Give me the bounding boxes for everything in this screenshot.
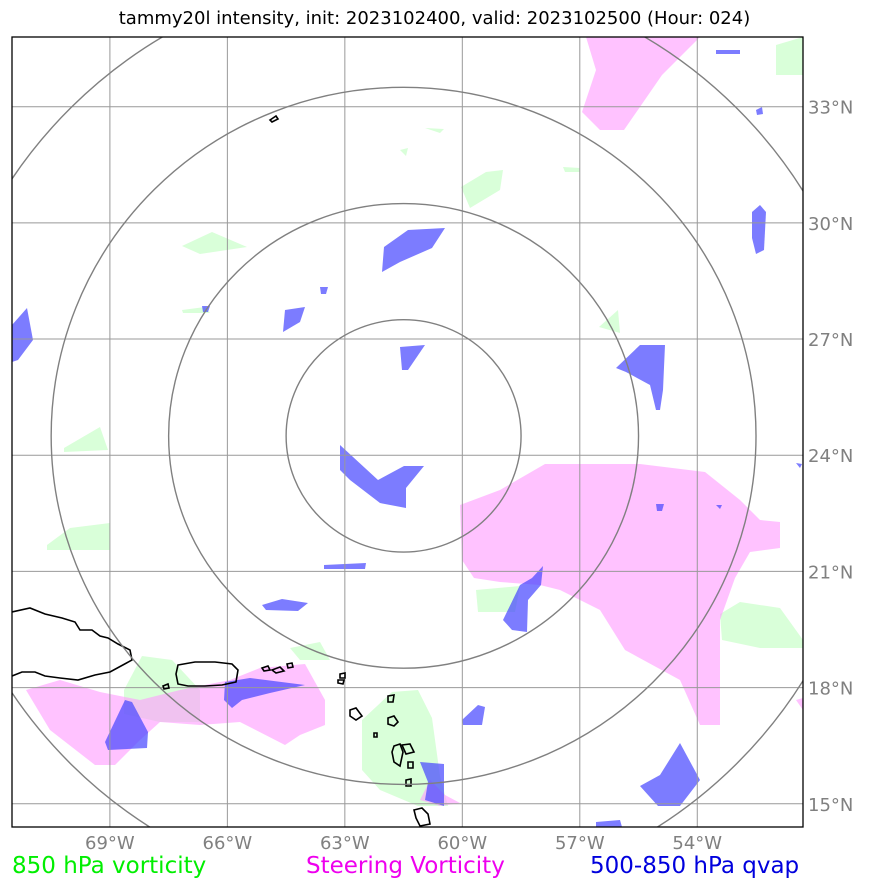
coastline-puerto-rico — [175, 661, 239, 687]
qvap-layer — [12, 50, 802, 827]
vort850-area — [599, 310, 620, 333]
qvap-area — [596, 820, 622, 827]
vort850-area — [476, 586, 520, 612]
coastline-island — [270, 666, 286, 674]
lat-tick-label: 33°N — [808, 98, 853, 119]
lon-tick-label: 60°W — [437, 833, 487, 854]
vort850-area — [182, 232, 247, 254]
vort850-area — [563, 167, 580, 172]
lat-tick-label: 27°N — [808, 330, 853, 351]
qvap-area — [262, 599, 308, 611]
vort850-area — [290, 642, 330, 660]
qvap-area — [420, 762, 444, 806]
qvap-area — [283, 307, 305, 332]
lat-tick-label: 30°N — [808, 214, 853, 235]
qvap-area — [224, 678, 305, 708]
coastline-island — [349, 707, 364, 721]
grid-lines — [12, 37, 803, 827]
legend-steering: Steering Vorticity — [306, 853, 505, 879]
coastline-dominica — [391, 742, 404, 768]
lon-tick-label: 54°W — [672, 833, 722, 854]
coastline-guadeloupe — [387, 715, 400, 727]
vort850-area — [47, 523, 110, 550]
coastline-barbados — [413, 807, 431, 827]
lon-tick-label: 63°W — [320, 833, 370, 854]
steering-area — [796, 698, 803, 710]
legend-vort850: 850 hPa vorticity — [12, 853, 207, 879]
qvap-area — [503, 566, 543, 632]
lat-tick-label: 24°N — [808, 446, 853, 467]
map-frame — [11, 36, 804, 828]
steering-area — [460, 464, 780, 725]
range-ring — [167, 202, 640, 669]
coastline-island — [286, 662, 294, 669]
vort850-area — [425, 128, 444, 133]
lat-tick-label: 18°N — [808, 679, 853, 700]
vort850-area — [461, 170, 503, 208]
lon-tick-label: 66°W — [203, 833, 253, 854]
qvap-area — [796, 463, 802, 468]
vort850-area — [400, 148, 408, 156]
qvap-area — [12, 308, 33, 362]
range-ring — [285, 318, 522, 553]
coastline-island — [387, 694, 395, 703]
qvap-area — [756, 107, 763, 115]
coastline-island — [373, 732, 378, 738]
coastline-island — [260, 665, 272, 672]
lat-tick-label: 21°N — [808, 562, 853, 583]
qvap-area — [640, 743, 700, 806]
range-ring — [50, 86, 757, 786]
vort850-layer — [47, 37, 803, 806]
qvap-area — [105, 700, 148, 750]
vort850-area — [64, 427, 108, 452]
coastline-island — [268, 114, 280, 123]
legend-qvap: 500-850 hPa qvap — [590, 853, 800, 879]
qvap-area — [656, 504, 664, 511]
qvap-area — [400, 345, 425, 370]
qvap-area — [340, 445, 424, 508]
coastline-island — [162, 682, 170, 690]
lon-tick-label: 69°W — [85, 833, 135, 854]
vort850-area — [720, 602, 803, 648]
qvap-area — [320, 287, 328, 294]
qvap-area — [462, 705, 485, 725]
coastlines — [12, 114, 431, 827]
qvap-area — [382, 228, 445, 272]
coastline-hispaniola — [12, 607, 133, 681]
lat-tick-label: 15°N — [808, 795, 853, 816]
vort850-area — [776, 37, 803, 75]
coastline-island — [339, 672, 346, 679]
qvap-area — [616, 345, 665, 410]
qvap-area — [716, 505, 722, 509]
coastline-martinique — [400, 743, 416, 755]
tick-labels: 69°W 66°W 63°W 60°W 57°W 54°W 15°N 18°N 21°N 24°N… — [85, 98, 853, 854]
qvap-area — [716, 50, 740, 54]
map-title: tammy20l intensity, init: 2023102400, va… — [118, 8, 751, 29]
coastline-island — [407, 761, 414, 769]
lon-tick-label: 57°W — [555, 833, 605, 854]
coastline-island — [337, 679, 346, 685]
qvap-area — [752, 205, 766, 254]
steering-area — [582, 37, 700, 130]
